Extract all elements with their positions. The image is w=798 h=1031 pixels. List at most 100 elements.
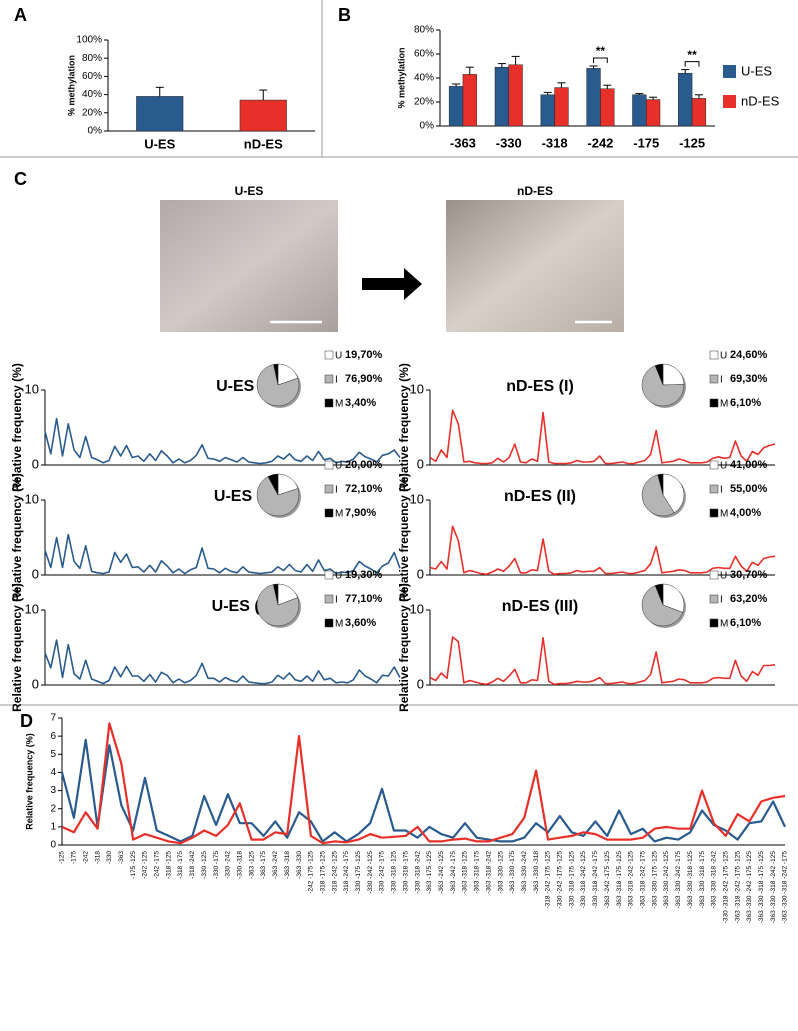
panel-label: B — [338, 5, 351, 25]
pie-slice — [256, 364, 300, 407]
x-tick-label: -330 -318 -242 — [414, 851, 421, 894]
y-tick-label: 5 — [50, 749, 56, 760]
x-tick-label: -318 -175 -125 — [319, 851, 326, 894]
y-tick-label: 0 — [32, 456, 39, 471]
x-tick-label: -363 -242 — [272, 851, 279, 879]
pie-value-label: 7,90% — [345, 507, 376, 519]
x-tick-label: -363 -330 -175 — [509, 851, 516, 894]
x-tick-label: -125 — [59, 851, 66, 864]
bar — [239, 99, 287, 132]
x-tick-label: -363 -330 -318 -175 -125 — [758, 851, 765, 924]
legend-label: U — [335, 571, 342, 582]
panel-label: D — [20, 711, 33, 731]
pie-value-label: 63,20% — [730, 593, 768, 605]
x-tick-label: -242 -125 — [142, 851, 149, 879]
legend-swatch — [709, 618, 719, 628]
y-tick-label: 0% — [88, 126, 103, 137]
x-tick-label: -125 — [679, 135, 705, 150]
line — [60, 738, 786, 843]
x-tick-label: -330 — [496, 135, 522, 150]
pie-slice — [641, 365, 685, 407]
y-tick-label: 0 — [32, 676, 39, 691]
pie-slice — [272, 583, 279, 606]
y-axis-label: Relative frequency (%) — [24, 733, 34, 830]
chart-title: nD-ES (II) — [504, 488, 576, 505]
x-tick-label: -330 -175 -125 — [355, 851, 362, 894]
photo-label: nD-ES — [517, 184, 553, 198]
pie-slice — [267, 473, 279, 496]
legend-label: I — [335, 595, 338, 606]
x-tick-label: -318 -125 — [165, 851, 172, 879]
x-tick-label: -318 -175 — [177, 851, 184, 879]
x-tick-label: -363 -318 — [284, 851, 291, 879]
pie-slice — [654, 363, 664, 386]
x-tick-label: -363 -330 -242 -125 — [663, 851, 670, 909]
x-tick-label: -363 -318 -242 -175 — [639, 851, 646, 909]
y-tick-label: 100% — [76, 35, 102, 46]
pie-slice — [256, 476, 300, 517]
y-tick-label: 1 — [50, 821, 56, 832]
x-tick-label: -363 -175 -125 — [426, 851, 433, 894]
x-tick-label: -363 -175 — [260, 851, 267, 879]
chart-title: nD-ES (I) — [506, 378, 574, 395]
pie-value-label: 4,00% — [730, 507, 761, 519]
x-tick-label: -363 -330 -318 — [533, 851, 540, 894]
legend-swatch — [324, 350, 334, 360]
y-axis-label: Relative frequency (%) — [397, 473, 411, 602]
x-tick-label: -363 -330 -318 -125 — [687, 851, 694, 909]
x-tick-label: -363 -330 -318 -242 — [711, 851, 718, 909]
x-tick-label: -330 -318 -242 -175 — [592, 851, 599, 909]
x-tick-label: -363 -330 -318 -242 -125 — [770, 851, 777, 924]
x-tick-label: U-ES — [144, 136, 175, 151]
y-tick-label: 0 — [50, 840, 56, 851]
pie-value-label: 3,60% — [345, 617, 376, 629]
y-axis-label: % methylation — [396, 47, 406, 108]
legend-label: nD-ES — [741, 93, 780, 108]
pie-value-label: 6,10% — [730, 617, 761, 629]
pie-value-label: 3,40% — [345, 397, 376, 409]
bar — [448, 86, 464, 127]
legend-swatch — [324, 484, 334, 494]
bar — [632, 94, 647, 127]
chart-title: nD-ES (III) — [502, 598, 578, 615]
y-tick-label: 20% — [414, 97, 434, 108]
x-tick-label: -330 -242 -175 -125 — [557, 851, 564, 909]
x-tick-label: -330 -242 — [225, 851, 232, 879]
photo-label: U-ES — [235, 184, 264, 198]
y-tick-label: 0 — [417, 456, 424, 471]
line — [44, 639, 401, 685]
legend-label: M — [335, 509, 343, 520]
pie-value-label: 30,70% — [730, 569, 768, 581]
pie-value-label: 72,10% — [345, 483, 383, 495]
x-tick-label: -330 -318 -175 -125 — [568, 851, 575, 909]
legend-label: U — [720, 351, 727, 362]
legend-label: M — [335, 399, 343, 410]
legend-swatch — [723, 65, 736, 78]
bar — [540, 94, 555, 127]
y-tick-label: 7 — [50, 713, 56, 724]
y-axis-label: Relative frequency (%) — [397, 583, 411, 712]
x-tick-label: -175 — [71, 851, 78, 864]
line — [429, 525, 776, 576]
x-tick-label: -363 — [450, 135, 476, 150]
legend-label: I — [720, 375, 723, 386]
x-tick-label: -330 -175 — [213, 851, 220, 879]
x-tick-label: -363 -318 -125 — [462, 851, 469, 894]
arrow — [362, 268, 422, 300]
y-tick-label: 10 — [410, 491, 424, 506]
y-tick-label: 80% — [414, 25, 434, 36]
y-tick-label: 80% — [82, 53, 102, 64]
bracket — [593, 57, 608, 63]
pie-slice — [662, 363, 685, 386]
y-tick-label: 0% — [420, 121, 435, 132]
y-tick-label: 40% — [414, 73, 434, 84]
y-tick-label: 6 — [50, 731, 56, 742]
legend-swatch — [324, 460, 334, 470]
bar — [508, 64, 523, 127]
x-tick-label: -363 -330 -175 -125 — [651, 851, 658, 909]
x-tick-label: -175 — [633, 135, 659, 150]
y-axis-label: Relative frequency (%) — [10, 583, 24, 712]
x-tick-label: -330 -318 — [237, 851, 244, 879]
x-tick-label: -175 -125 — [130, 851, 137, 879]
